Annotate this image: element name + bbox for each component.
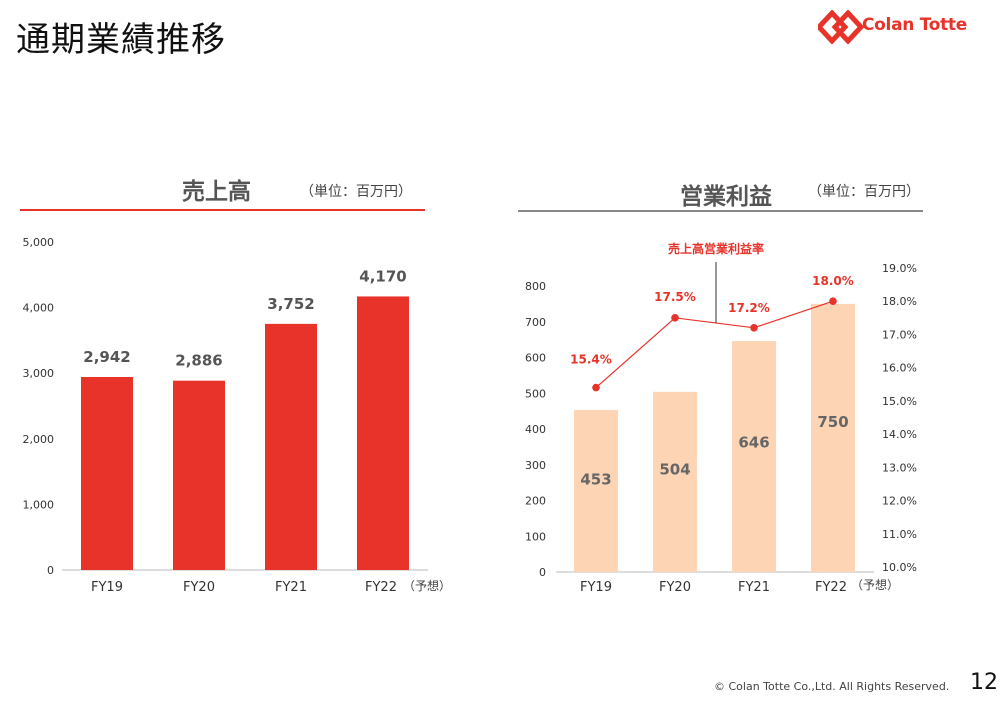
sales-x-tick: FY19: [91, 580, 123, 595]
op-y-tick: 400: [525, 423, 546, 436]
op-y-tick: 100: [525, 530, 546, 543]
sales-y-tick: 3,000: [23, 367, 55, 380]
op-y2-tick: 12.0%: [882, 495, 917, 508]
op-margin-line: [595, 300, 834, 389]
op-y2-tick: 16.0%: [882, 362, 917, 375]
sales-forecast-note: （予想）: [403, 578, 451, 593]
sales-data-label: 2,942: [83, 348, 130, 366]
sales-bar: [81, 377, 133, 570]
logo-diamond-icon: [818, 10, 865, 44]
op-bar: [811, 303, 855, 572]
op-y2-tick: 19.0%: [882, 262, 917, 275]
op-margin-point: [829, 297, 837, 306]
op-y2-tick: 15.0%: [882, 395, 917, 408]
op-x-tick: FY21: [738, 580, 770, 595]
op-data-label: 453: [580, 471, 611, 489]
sales-y-tick: 0: [47, 564, 54, 577]
copyright: © Colan Totte Co.,Ltd. All Rights Reserv…: [714, 680, 950, 693]
sales-y-tick: 2,000: [23, 433, 55, 446]
sales-bar: [265, 323, 317, 570]
op-forecast-note: （予想）: [851, 577, 899, 592]
sales-title-rule: [20, 209, 425, 211]
op-y2-tick: 13.0%: [882, 461, 917, 474]
op-y2-tick: 18.0%: [882, 295, 917, 308]
sales-x-tick: FY22: [365, 580, 397, 595]
op-data-label: 504: [659, 461, 690, 479]
sales-y-tick: 5,000: [23, 236, 55, 249]
op-bar: [653, 391, 697, 572]
page-number: 12: [970, 670, 998, 695]
op-title: 営業利益: [680, 184, 772, 210]
op-y-tick: 800: [525, 280, 546, 293]
op-line-legend: 売上高営業利益率: [668, 241, 764, 256]
op-y2-tick: 11.0%: [882, 528, 917, 541]
op-bar: [574, 410, 618, 572]
op-y2-tick: 17.0%: [882, 328, 917, 341]
op-y2-tick: 14.0%: [882, 428, 917, 441]
op-x-tick: FY19: [580, 580, 612, 595]
op-y-tick: 200: [525, 495, 546, 508]
sales-x-tick: FY20: [183, 580, 215, 595]
op-bar: [732, 341, 776, 572]
sales-title: 売上高: [182, 179, 251, 205]
sales-unit: （単位：百万円）: [300, 184, 412, 200]
op-y-tick: 300: [525, 459, 546, 472]
sales-bar: [357, 296, 409, 570]
op-unit: （単位：百万円）: [808, 184, 920, 200]
sales-data-label: 2,886: [175, 352, 222, 370]
sales-bar: [173, 380, 225, 570]
op-y-tick: 0: [539, 566, 546, 579]
sales-y-tick: 1,000: [23, 498, 55, 511]
op-data-label: 750: [817, 413, 848, 431]
sales-y-tick: 4,000: [23, 302, 55, 315]
sales-x-tick: FY21: [275, 580, 307, 595]
sales-data-label: 3,752: [267, 295, 314, 313]
page-title: 通期業績推移: [16, 20, 226, 60]
sales-data-label: 4,170: [359, 267, 406, 285]
logo-text: Colan Totte: [862, 15, 967, 35]
op-margin-label: 18.0%: [812, 274, 854, 288]
op-margin-point: [592, 383, 600, 392]
op-margin-label: 15.4%: [570, 353, 612, 367]
op-margin-point: [750, 324, 758, 332]
brand-logo: [818, 10, 865, 44]
op-y2-tick: 10.0%: [882, 561, 917, 574]
op-data-label: 646: [738, 433, 769, 451]
op-title-rule: [518, 210, 923, 212]
op-x-tick: FY22: [815, 580, 847, 595]
op-margin-point: [671, 314, 679, 322]
op-x-tick: FY20: [659, 580, 691, 595]
op-y-tick: 500: [525, 387, 546, 400]
op-y-tick: 700: [525, 316, 546, 329]
op-margin-label: 17.5%: [654, 290, 696, 304]
op-y-tick: 600: [525, 352, 546, 365]
op-margin-label: 17.2%: [728, 301, 770, 315]
